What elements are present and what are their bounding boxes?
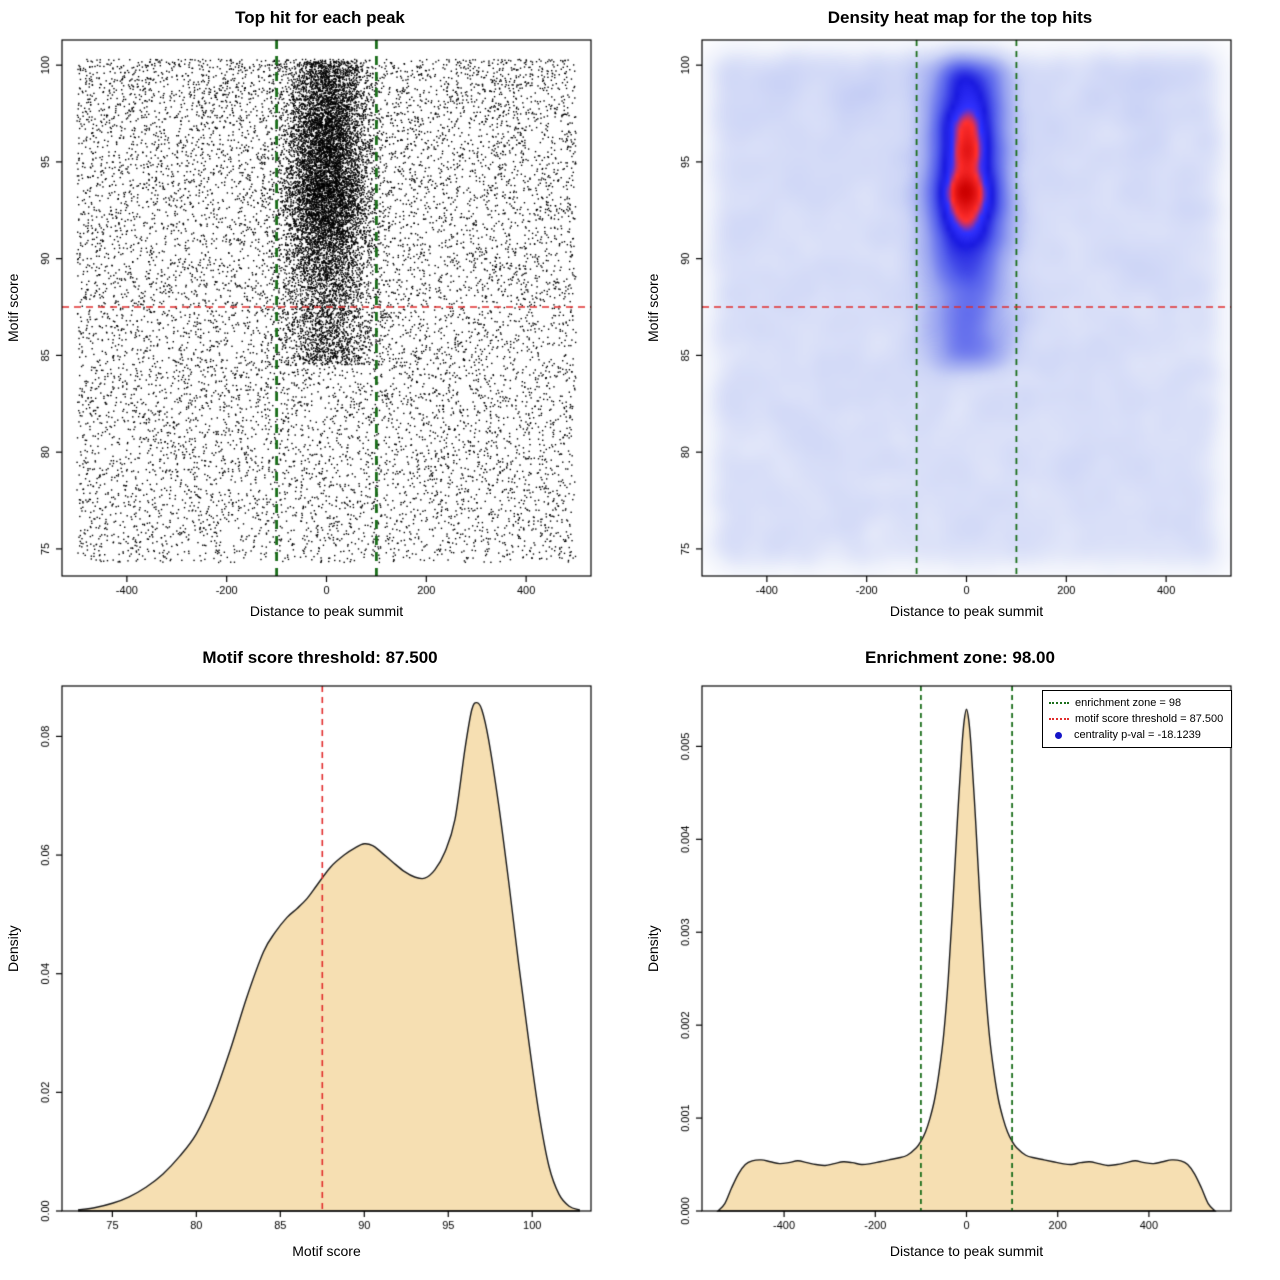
legend-label: enrichment zone = 98 — [1075, 697, 1182, 709]
heatmap-xaxis-label: Distance to peak summit — [889, 603, 1044, 619]
legend-box: enrichment zone = 98 motif score thresho… — [1042, 690, 1232, 748]
panel-score-density: Motif score threshold: 87.500 Motif scor… — [0, 640, 640, 1280]
scatter-plot-canvas — [0, 0, 640, 640]
score-density-yaxis-label: Density — [5, 925, 21, 972]
panel-position-density: Enrichment zone: 98.00 Distance to peak … — [640, 640, 1280, 1280]
legend-label: motif score threshold = 87.500 — [1075, 713, 1224, 725]
position-density-xaxis-label: Distance to peak summit — [889, 1243, 1044, 1259]
panel-scatter: Top hit for each peak Distance to peak s… — [0, 0, 640, 640]
legend-label: centrality p-val = -18.1239 — [1074, 729, 1201, 741]
score-density-canvas — [0, 640, 640, 1280]
legend-item-enrichment-zone: enrichment zone = 98 — [1049, 695, 1225, 711]
score-threshold-line-icon — [1049, 718, 1069, 720]
heatmap-yaxis-label: Motif score — [645, 273, 661, 343]
heatmap-plot-canvas — [640, 0, 1280, 640]
score-density-title: Motif score threshold: 87.500 — [202, 648, 438, 667]
scatter-yaxis-label: Motif score — [5, 273, 21, 343]
heatmap-title: Density heat map for the top hits — [827, 8, 1093, 27]
position-density-title: Enrichment zone: 98.00 — [865, 648, 1055, 667]
score-density-xaxis-label: Motif score — [292, 1243, 361, 1259]
scatter-title: Top hit for each peak — [235, 8, 405, 27]
centrality-pval-dot-icon — [1055, 731, 1062, 739]
legend-item-score-threshold: motif score threshold = 87.500 — [1049, 711, 1225, 727]
position-density-yaxis-label: Density — [645, 925, 661, 972]
legend-item-centrality-pval: centrality p-val = -18.1239 — [1049, 727, 1225, 743]
enrichment-zone-line-icon — [1049, 702, 1069, 704]
scatter-xaxis-label: Distance to peak summit — [249, 603, 404, 619]
panel-heatmap: Density heat map for the top hits Distan… — [640, 0, 1280, 640]
